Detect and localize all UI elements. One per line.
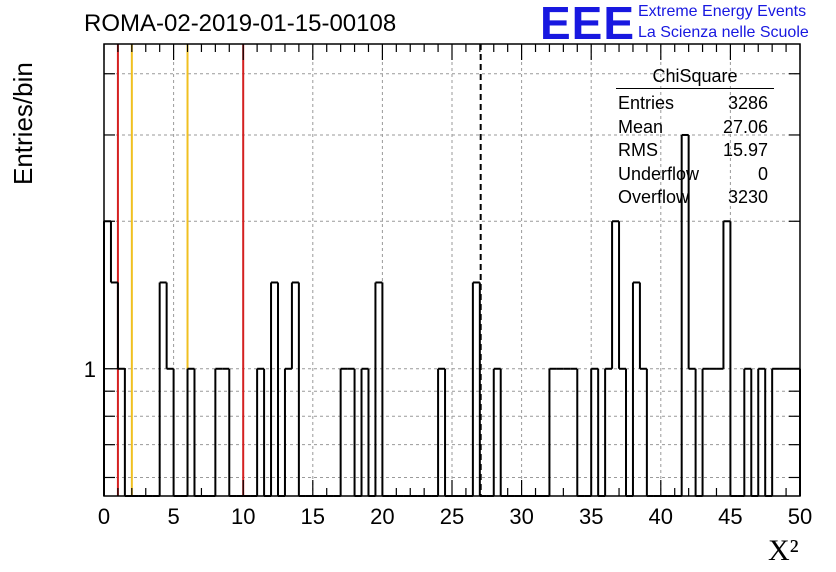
y-tick-label: 1 [84, 357, 96, 382]
x-tick-label: 0 [98, 504, 110, 529]
x-tick-label: 40 [649, 504, 673, 529]
y-axis-label: Entries/bin [8, 62, 38, 185]
stats-key: Entries [618, 93, 675, 113]
stats-value: 27.06 [722, 116, 768, 137]
stats-row-mean: Mean 27.06 [612, 117, 778, 141]
stats-row-entries: Entries 3286 [612, 93, 778, 117]
stats-key: Underflow [618, 163, 700, 184]
x-tick-label: 5 [167, 504, 179, 529]
logo-line-1: Extreme Energy Events [638, 3, 807, 20]
stats-row-rms: RMS 15.97 [612, 140, 778, 164]
stats-row-underflow: Underflow 0 [612, 164, 778, 188]
histogram-bins [103, 133, 801, 497]
x-tick-label: 35 [579, 504, 603, 529]
x-tick-label: 10 [231, 504, 255, 529]
x-tick-label: 25 [440, 504, 464, 529]
tick-labels: 0 5 10 15 20 25 30 35 40 45 50 1 [84, 357, 812, 529]
axis-ticks [103, 44, 801, 496]
x-tick-label: 20 [370, 504, 394, 529]
stats-key: RMS [618, 140, 658, 160]
stats-title: ChiSquare [616, 66, 774, 89]
chart-title: ROMA-02-2019-01-15-00108 [84, 10, 397, 37]
x-tick-label: 50 [788, 504, 812, 529]
stats-key: Overflow [618, 187, 690, 207]
stats-value: 15.97 [722, 140, 768, 160]
stats-value: 3286 [727, 93, 768, 113]
x-tick-label: 30 [509, 504, 533, 529]
eee-logo-mark: EEE [540, 0, 636, 49]
stats-box: ChiSquare Entries 3286 Mean 27.06 RMS 15… [612, 66, 778, 211]
stats-key: Mean [618, 116, 664, 137]
stats-row-overflow: Overflow 3230 [612, 187, 778, 211]
x-axis-label: X² [768, 534, 799, 567]
x-tick-label: 45 [718, 504, 742, 529]
grid-lines [104, 44, 800, 496]
marker-lines [116, 44, 482, 496]
stats-value: 3230 [727, 187, 768, 207]
x-tick-label: 15 [301, 504, 325, 529]
logo-line-2: La Scienza nelle Scuole [638, 24, 809, 41]
stats-value: 0 [757, 163, 768, 184]
